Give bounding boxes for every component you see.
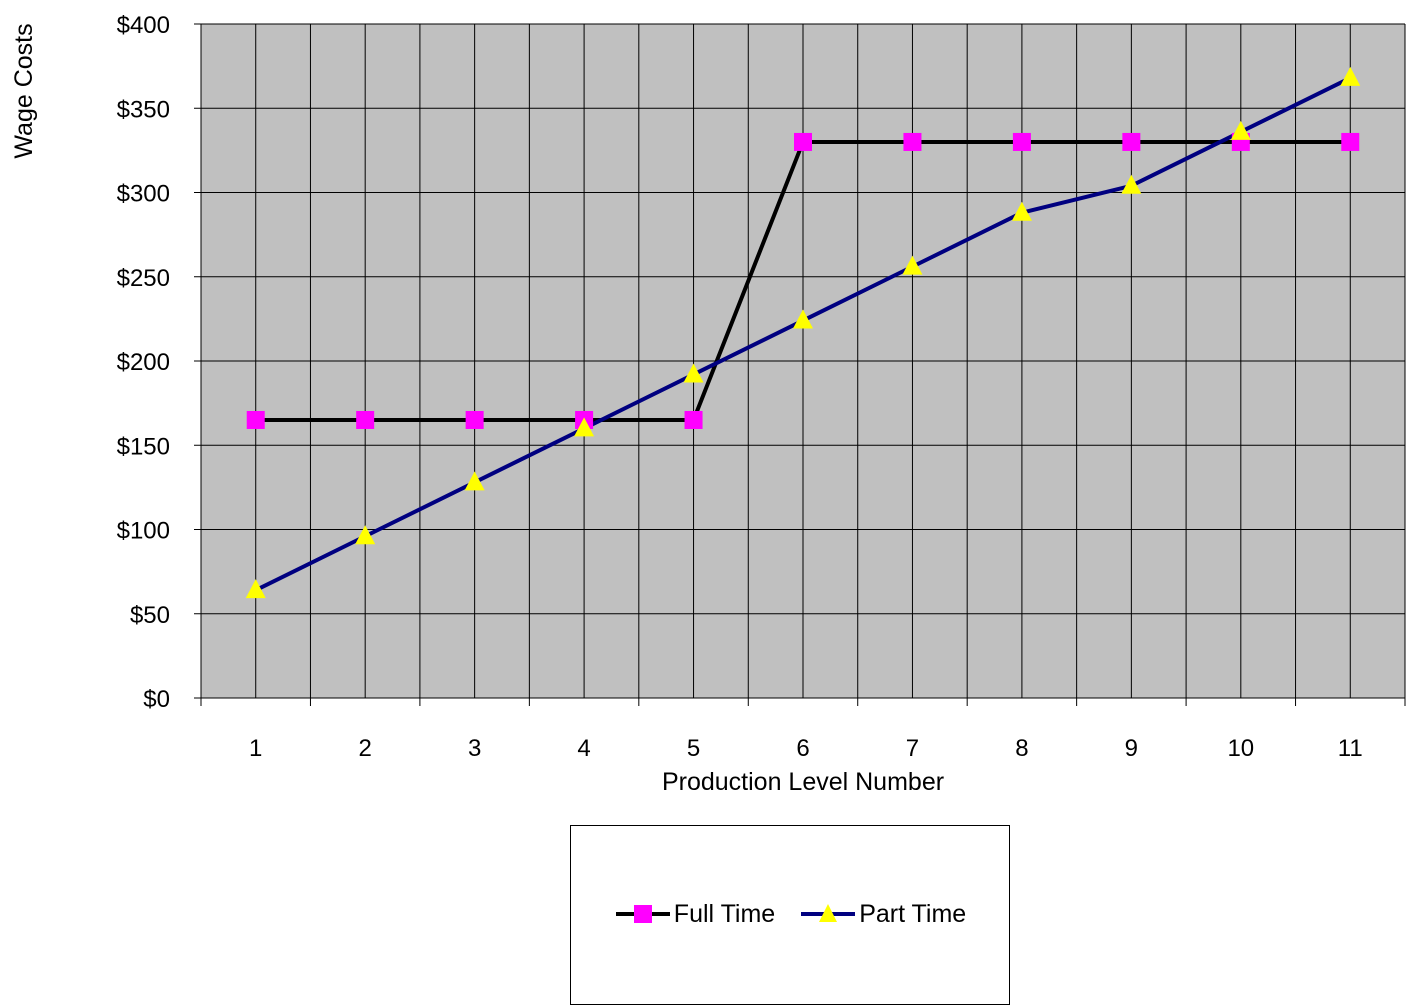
x-tick-labels: 1 2 3 4 5 6 7 8 9 10 11	[249, 735, 1363, 762]
legend-swatch-part-time	[801, 904, 856, 922]
x-tick-label: 6	[796, 735, 809, 762]
x-tick-label: 11	[1338, 735, 1363, 762]
legend-label-full-time: Full Time	[673, 899, 776, 928]
x-tick-label: 3	[468, 735, 481, 762]
data-point-full-time	[465, 410, 484, 429]
data-point-full-time	[903, 132, 922, 151]
series-group	[245, 66, 1361, 599]
data-point-part-time	[245, 579, 266, 599]
axes	[194, 23, 1406, 706]
legend: Full Time Part Time	[570, 825, 1010, 1005]
y-tick-label: $250	[117, 265, 170, 292]
y-tick-label: $300	[117, 181, 170, 208]
y-tick-label: $100	[117, 518, 170, 545]
x-tick-label: 8	[1015, 735, 1028, 762]
y-tick-labels: $0 $50 $100 $150 $200 $250 $300 $350 $400	[117, 12, 170, 713]
y-tick-label: $350	[117, 96, 170, 123]
x-tick-label: 1	[249, 735, 262, 762]
gridlines	[201, 23, 1406, 698]
x-tick-label: 10	[1227, 735, 1254, 762]
data-point-full-time	[1122, 132, 1141, 151]
data-point-part-time	[1121, 174, 1142, 194]
y-tick-label: $150	[117, 433, 170, 460]
data-point-part-time	[1230, 120, 1251, 140]
markers-part-time	[245, 66, 1361, 599]
data-point-part-time	[1011, 201, 1032, 221]
x-tick-label: 7	[906, 735, 919, 762]
data-point-part-time	[355, 525, 376, 545]
data-point-part-time	[793, 309, 813, 329]
x-tick-label: 2	[359, 735, 372, 762]
x-axis-title: Production Level Number	[662, 768, 944, 796]
markers-full-time	[246, 132, 1360, 429]
y-axis-title: Wage Costs	[10, 23, 38, 158]
y-tick-label: $200	[117, 349, 170, 376]
data-point-part-time	[574, 417, 595, 437]
x-tick-label: 4	[577, 735, 590, 762]
y-tick-label: $0	[143, 686, 170, 713]
data-point-full-time	[794, 132, 812, 151]
data-point-part-time	[683, 363, 704, 383]
legend-swatch-full-time	[615, 905, 670, 923]
data-point-full-time	[1341, 132, 1360, 151]
legend-item-full-time: Full Time	[614, 899, 775, 929]
y-tick-label: $50	[130, 602, 170, 629]
data-point-full-time	[246, 410, 265, 429]
x-tick-label: 9	[1125, 735, 1138, 762]
legend-label-part-time: Part Time	[859, 899, 967, 928]
x-tick-label: 5	[687, 735, 700, 762]
data-point-part-time	[1340, 66, 1361, 86]
data-point-full-time	[356, 410, 375, 429]
y-tick-label: $400	[117, 12, 170, 39]
legend-item-part-time: Part Time	[799, 899, 966, 929]
data-point-full-time	[684, 410, 703, 429]
data-point-part-time	[464, 471, 485, 491]
data-point-full-time	[1012, 132, 1031, 151]
data-point-part-time	[902, 255, 923, 275]
